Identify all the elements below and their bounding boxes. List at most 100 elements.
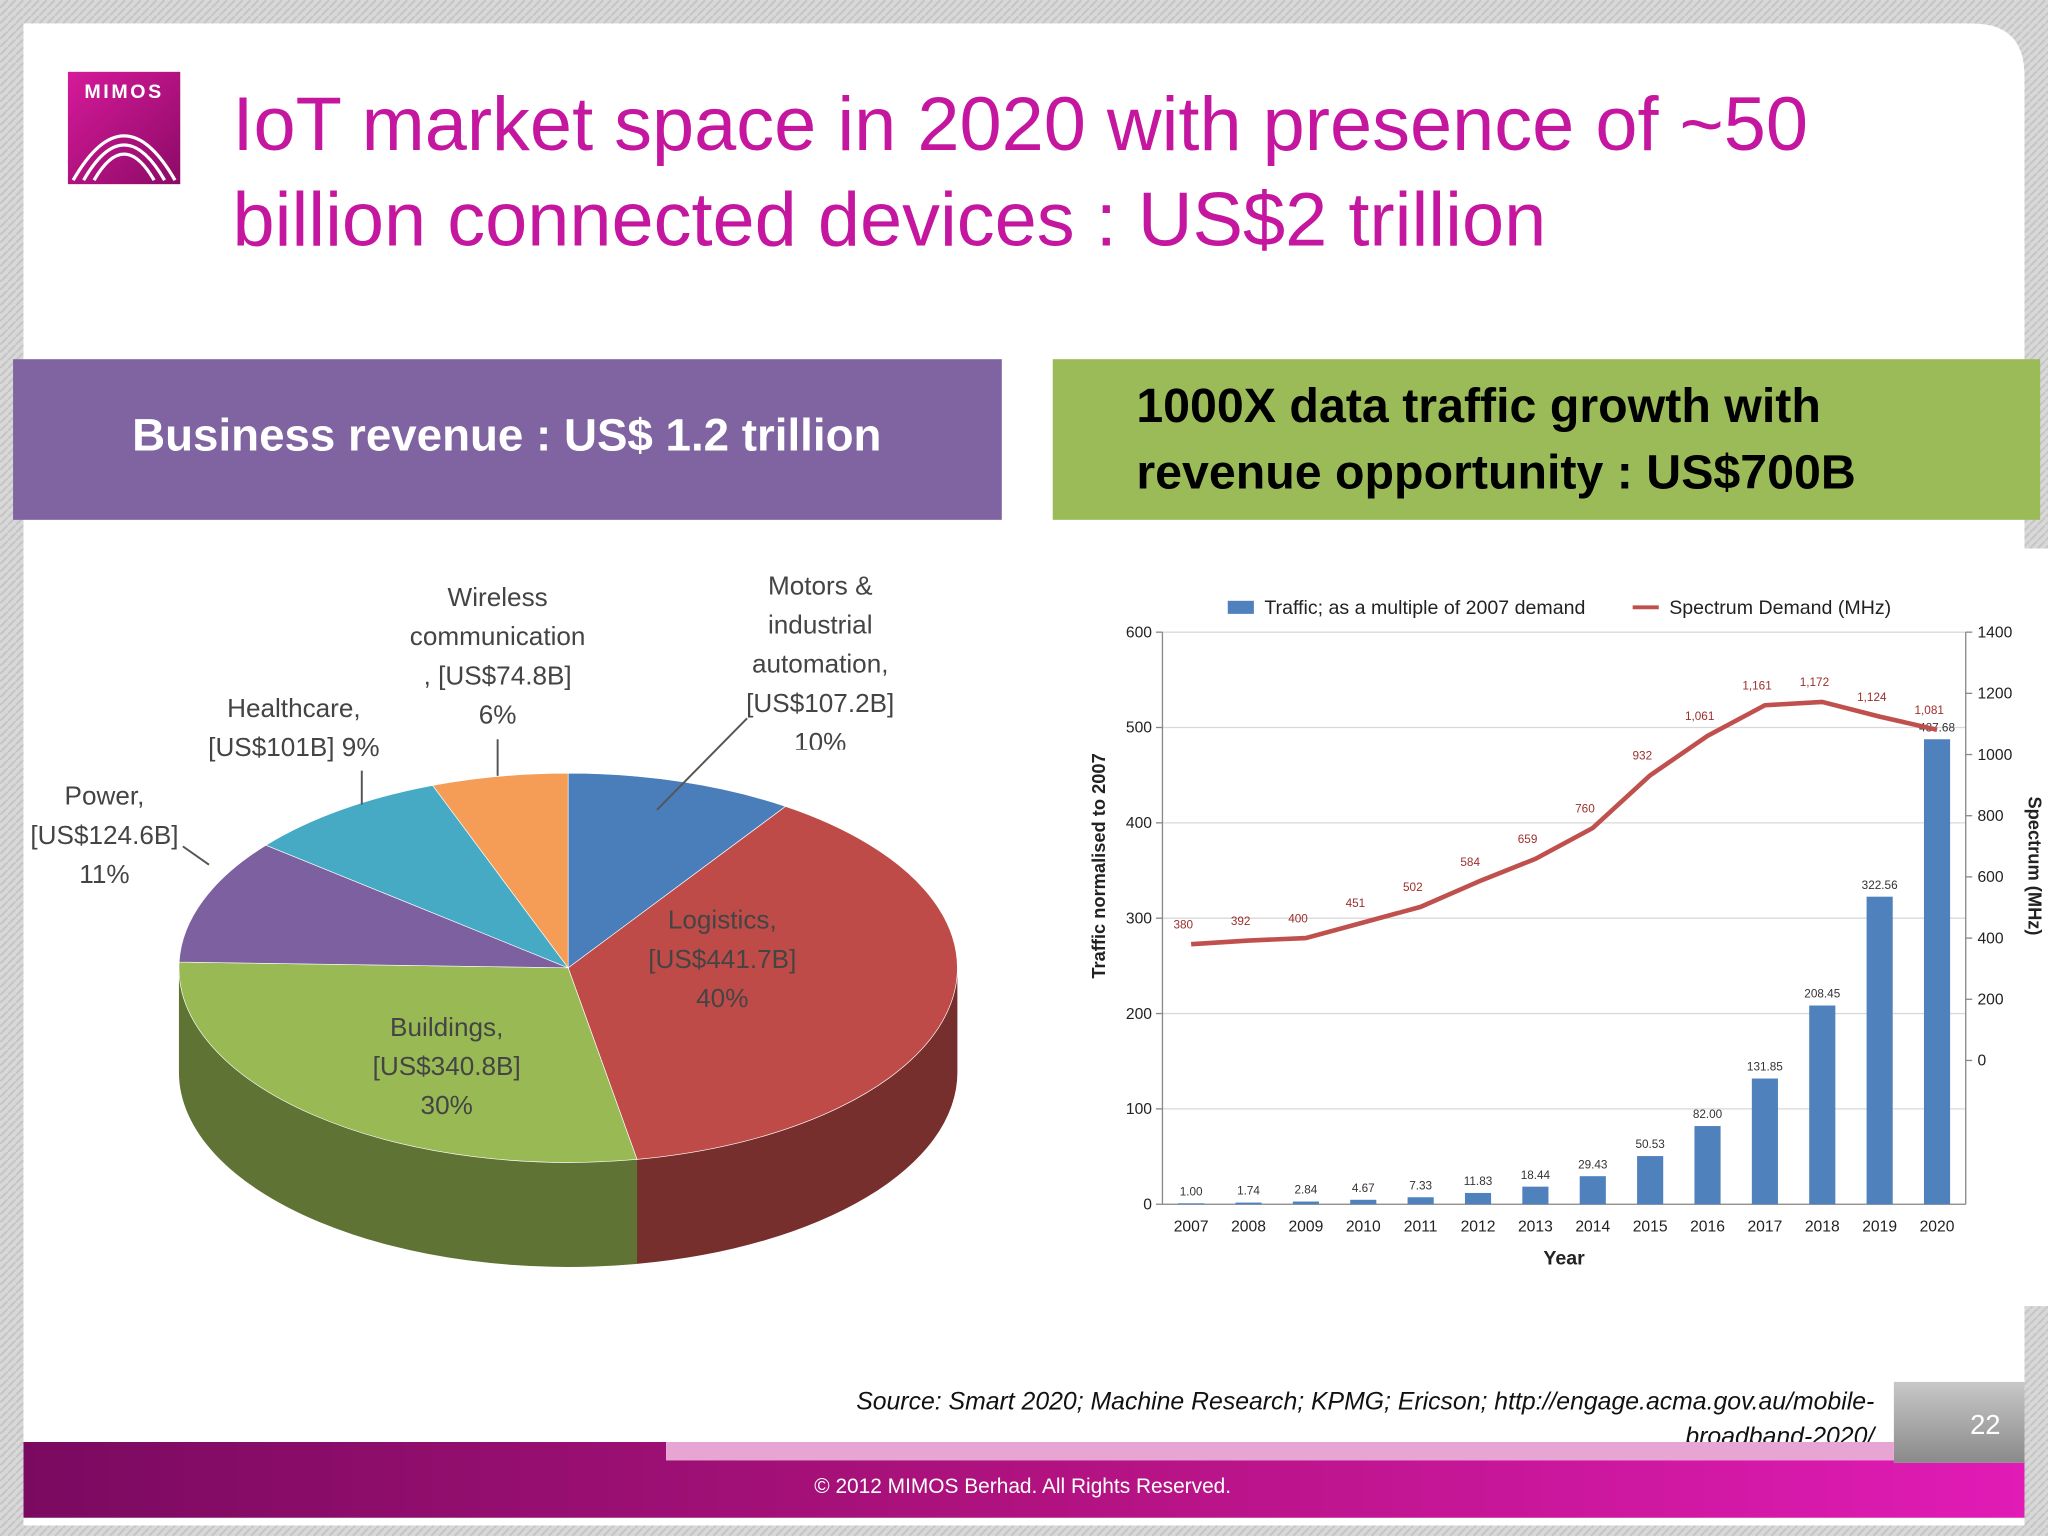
x-tick-label: 2019 [1862, 1219, 1897, 1236]
y-tick-label: 100 [1126, 1101, 1152, 1118]
pie-label: Buildings, [US$340.8B] 30% [355, 1008, 538, 1126]
bar-value-label: 29.43 [1578, 1158, 1608, 1171]
amount-label: , [US$74.8B] [423, 662, 572, 691]
pie-label: Motors & industrial automation, [US$107.2… [735, 567, 905, 750]
x-tick-label: 2008 [1231, 1219, 1266, 1236]
x-tick-label: 2015 [1633, 1219, 1668, 1236]
heading-box [1052, 359, 2041, 520]
bar [1579, 1176, 1606, 1205]
bar [1464, 1192, 1492, 1205]
x-tick-label: 2011 [1404, 1219, 1438, 1236]
line-value-label: 1,061 [1685, 710, 1714, 723]
source: Source: Smart 2020; Machine Research; KP… [856, 1388, 1874, 1415]
line-value-label: 451 [1346, 897, 1366, 910]
bar-value-label: 1.00 [1180, 1185, 1203, 1198]
line-value-label: 659 [1518, 833, 1538, 846]
bar-value-label: 208.45 [1804, 988, 1840, 1001]
heading: revenue opportunity : US$700B [1136, 445, 1855, 499]
amount-label: [US$101B] [208, 734, 335, 763]
leader-line [656, 717, 748, 811]
bar-value-label: 1.74 [1237, 1185, 1260, 1198]
pie-label-text: Healthcare, [US$101B] 9% [189, 690, 398, 768]
bar-value-label: 82.00 [1693, 1108, 1723, 1121]
footer-strip [666, 1441, 1894, 1461]
line-value-label: 400 [1288, 912, 1308, 925]
bar-line-chart: 0 100 200 300 400 500 600 0 200 400 600 800 1000 1200… [1088, 597, 2045, 1269]
y2-tick-label: 800 [1977, 808, 2003, 825]
footer-bar [23, 1441, 2025, 1518]
line-value-label: 1,081 [1914, 704, 1943, 717]
line-value-label: 760 [1575, 802, 1595, 815]
leader-line [182, 845, 210, 866]
y2-tick-label: 1400 [1977, 624, 2012, 641]
bar-value-label: 7.33 [1409, 1179, 1432, 1192]
y2-axis-label: Spectrum (MHz) [2024, 796, 2045, 935]
logo: MIMOS [67, 71, 181, 185]
line-value-label: 502 [1403, 881, 1423, 894]
y2-tick-label: 200 [1977, 991, 2003, 1008]
pie-slice [178, 844, 569, 969]
y-tick-label: 300 [1126, 910, 1152, 927]
bar [1809, 1005, 1836, 1205]
x-tick-label: 2012 [1461, 1219, 1496, 1236]
bar [1350, 1199, 1377, 1205]
title-line: IoT market space in 2020 with presence o… [232, 82, 1808, 167]
pie-slice [178, 961, 638, 1163]
logo-text: MIMOS [84, 81, 163, 103]
bar-value-label: 322.56 [1862, 879, 1898, 892]
heading-box [13, 359, 1002, 520]
amount-label: [US$340.8B] [372, 1052, 521, 1082]
bar-value-label: 131.85 [1747, 1061, 1783, 1074]
bar-value-label: 4.67 [1352, 1182, 1375, 1195]
pie-label-text: Motors & industrial automation, [US$107.2… [735, 567, 905, 750]
footer: © 2012 MIMOS Berhad. All Rights Reserved… [814, 1475, 1231, 1498]
y-tick-label: 500 [1126, 720, 1152, 737]
x-tick-label: 2014 [1575, 1219, 1610, 1236]
x-tick-label: 2010 [1346, 1219, 1381, 1236]
line-value-label: 932 [1633, 750, 1653, 763]
pie-slice [265, 785, 570, 969]
amount-label: [US$107.2B] [746, 689, 895, 719]
bar [1292, 1201, 1319, 1205]
category-label: Logistics, [667, 906, 777, 936]
x-tick-label: 2013 [1518, 1219, 1553, 1236]
y-tick-label: 600 [1126, 624, 1152, 641]
bar-value-label: 50.53 [1635, 1138, 1665, 1151]
x-tick-label: 2007 [1174, 1219, 1209, 1236]
pie-label-text: Buildings, [US$340.8B] 30% [355, 1008, 538, 1126]
heading: 1000X data traffic growth with [1136, 379, 1821, 433]
y-tick-label: 400 [1126, 815, 1152, 832]
logo-box [67, 71, 181, 185]
logo-arcs [71, 134, 177, 182]
bar [1235, 1202, 1262, 1205]
line-value-label: 392 [1231, 915, 1251, 928]
x-tick-label: 2017 [1747, 1219, 1782, 1236]
amount-label: [US$124.6B] [30, 821, 179, 851]
bar [1866, 896, 1893, 1205]
pie-label-text: Power, [US$124.6B] 11% [20, 777, 190, 895]
pie-slice [432, 772, 569, 969]
line-value-label: 1,161 [1742, 680, 1771, 693]
pie-slice [567, 806, 958, 1160]
pie-label: Logistics, [US$441.7B] 40% [648, 906, 796, 1013]
chart-panel [1057, 548, 2048, 1307]
category-label: Motors & industrial automation, [751, 572, 889, 680]
y-axis-label: Traffic normalised to 2007 [1088, 753, 1109, 978]
bar [1751, 1078, 1778, 1205]
pie-label: Power, [US$124.6B] 11% [20, 777, 190, 895]
page-number-box [1893, 1381, 2025, 1463]
y2-tick-label: 600 [1977, 869, 2003, 886]
title-line: billion connected devices : US$2 trillio… [232, 178, 1546, 263]
legend-label: Traffic; as a multiple of 2007 demand [1264, 597, 1585, 619]
pie-label-text: Wireless communication , [US$74.8B] 6% [393, 579, 602, 736]
pie-slice-side [178, 967, 638, 1267]
bar [1407, 1197, 1434, 1205]
bar-value-label: 11.83 [1464, 1175, 1493, 1188]
heading: Business revenue : US$ 1.2 trillion [132, 410, 881, 461]
bar-value-label: 18.44 [1521, 1169, 1551, 1182]
x-tick-label: 2016 [1690, 1219, 1725, 1236]
category-label: Healthcare, [227, 694, 361, 724]
x-tick-label: 2018 [1805, 1219, 1840, 1236]
pie-slice [567, 772, 787, 969]
